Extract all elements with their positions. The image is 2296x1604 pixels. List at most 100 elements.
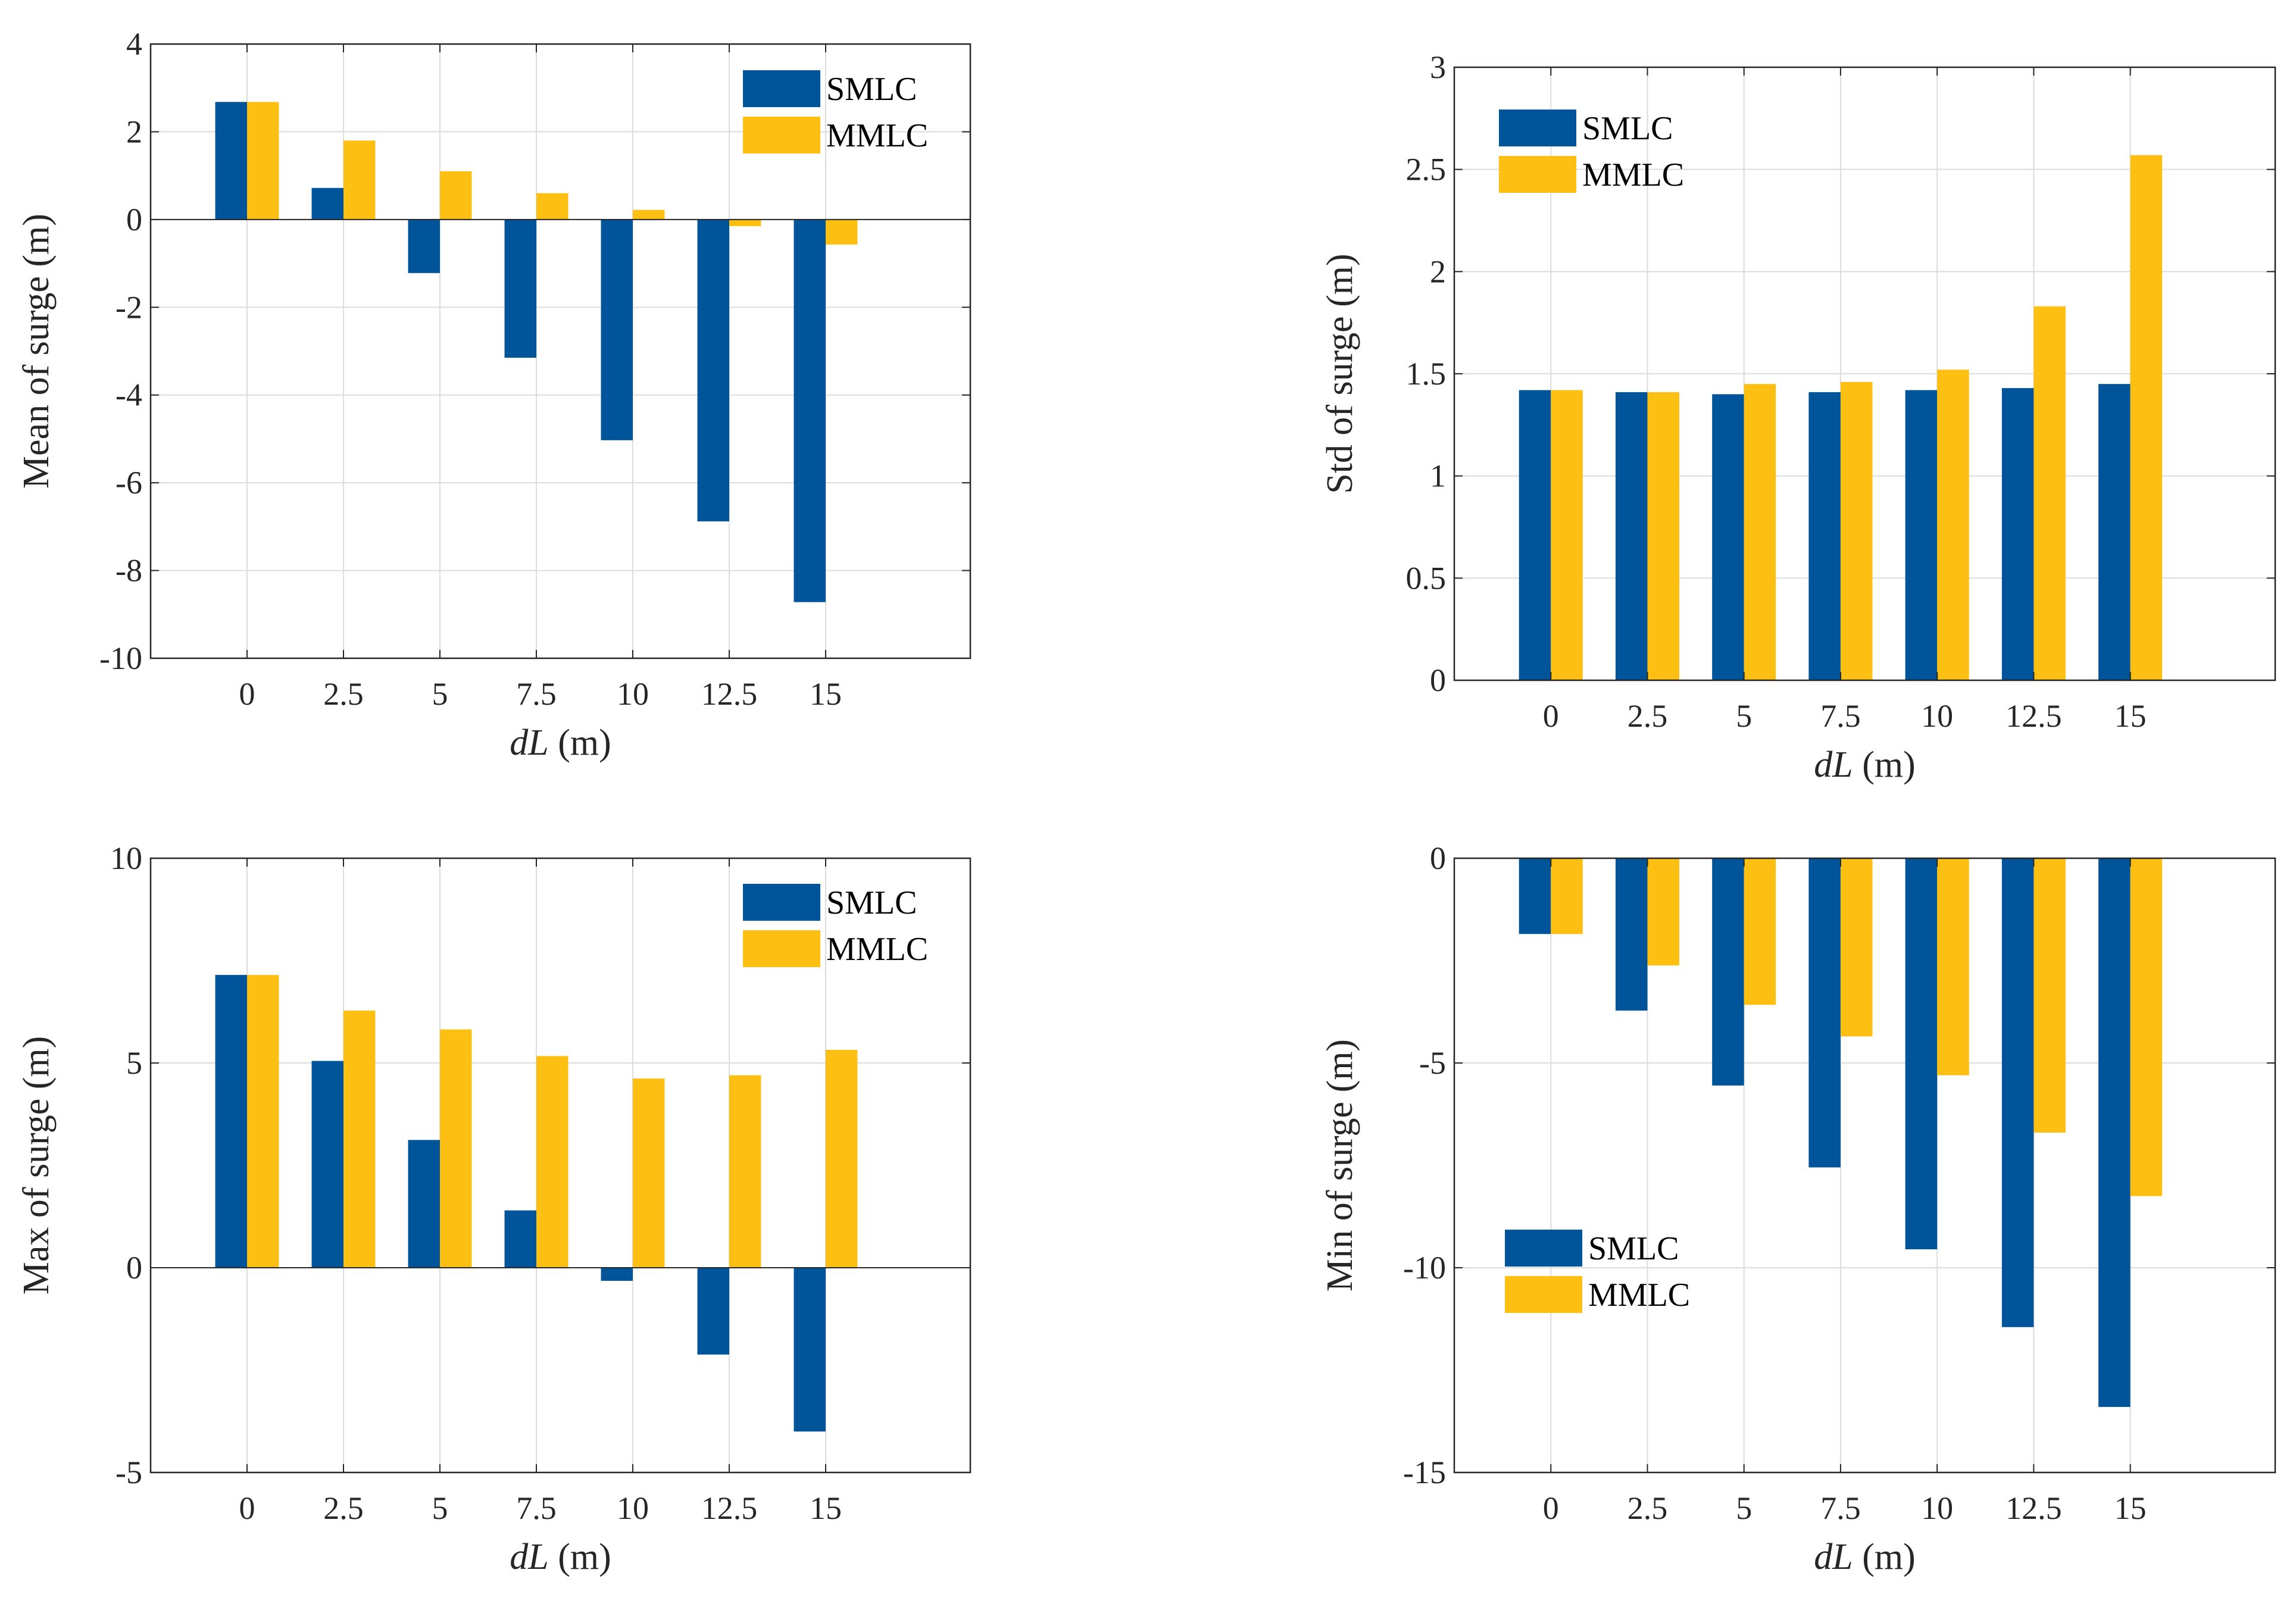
bar-mmlc-5 [2033,306,2066,680]
x-tick-label: 7.5 [1820,1490,1861,1526]
x-tick-label: 15 [810,676,842,712]
legend-swatch-mmlc [1505,1276,1582,1313]
y-tick-label: 1 [1430,458,1446,494]
y-axis-label: Mean of surge (m) [16,214,57,489]
bar-mmlc-4 [633,1078,665,1268]
bar-mmlc-1 [343,140,376,220]
bar-smlc-3 [504,1210,536,1268]
bar-smlc-6 [2098,858,2131,1407]
y-tick-label: 0 [1430,662,1446,698]
y-tick-label: -15 [1403,1455,1446,1490]
bar-smlc-3 [504,219,536,358]
y-tick-label: -10 [99,640,142,676]
bar-mmlc-0 [247,102,279,220]
bar-smlc-6 [794,219,826,602]
legend-label-mmlc: MMLC [826,117,928,154]
x-axis-label: dL (m) [510,1537,611,1577]
bar-mmlc-0 [1551,390,1583,680]
bar-smlc-5 [2001,858,2034,1327]
x-tick-label: 5 [432,676,448,712]
y-tick-label: -8 [115,553,142,589]
x-tick-label: 2.5 [323,1490,364,1526]
legend-label-smlc: SMLC [826,884,917,921]
y-tick-label: 2 [126,114,142,149]
x-tick-label: 12.5 [2006,1490,2062,1526]
x-tick-label: 7.5 [516,676,557,712]
y-tick-label: 5 [126,1045,142,1081]
y-tick-label: 2 [1430,254,1446,289]
x-tick-label: 7.5 [1820,698,1861,734]
x-tick-label: 2.5 [323,676,364,712]
x-tick-label: 15 [810,1490,842,1526]
chart-1: -10 -8 -6 -4 -2 0 2 4 0 2.5 5 7.5 10 12.5 15 dL (m) Mean… [16,26,971,763]
x-axis-label: dL (m) [1814,745,1916,785]
bar-smlc-6 [794,1268,826,1432]
bar-smlc-2 [408,1140,440,1268]
bar-smlc-4 [1905,858,1938,1250]
x-tick-label: 0 [239,676,255,712]
y-tick-label: 0 [1430,840,1446,876]
x-tick-label: 0 [239,1490,255,1526]
bar-mmlc-2 [440,1029,472,1268]
y-tick-label: -10 [1403,1250,1446,1286]
bar-smlc-2 [1712,394,1744,680]
x-tick-label: 10 [1921,1490,1953,1526]
bar-mmlc-2 [440,171,472,220]
bar-smlc-5 [2001,388,2034,680]
legend-label-smlc: SMLC [1582,110,1673,147]
legend: SMLC MMLC [1499,110,1684,193]
y-tick-label: -6 [115,465,142,501]
y-tick-label: -5 [1419,1045,1446,1081]
bar-smlc-4 [601,219,633,440]
y-tick-label: 3 [1430,49,1446,85]
legend: SMLC MMLC [743,70,928,154]
bar-smlc-6 [2098,384,2131,680]
bar-mmlc-5 [729,1075,761,1268]
chart-2: 0 0.5 1 1.5 2 2.5 3 0 2.5 5 7.5 10 12.5 15 dL (m) Std o… [1320,49,2276,785]
x-axis-label-variable: dL [1814,745,1853,785]
bar-smlc-2 [1712,858,1744,1086]
bar-mmlc-1 [1647,392,1680,680]
y-axis-label: Max of surge (m) [16,1036,57,1295]
y-tick-label: 4 [126,26,142,62]
y-axis-label: Std of surge (m) [1320,254,1360,494]
bar-smlc-1 [1615,392,1648,680]
legend-swatch-smlc [1499,110,1576,146]
x-tick-label: 15 [2114,1490,2147,1526]
legend-label-mmlc: MMLC [826,931,928,968]
bar-mmlc-2 [1744,858,1776,1005]
x-tick-label: 12.5 [2006,698,2062,734]
legend-swatch-smlc [743,884,820,921]
bar-smlc-5 [697,219,729,522]
plot-frame [149,857,971,1474]
bar-smlc-3 [1808,858,1841,1168]
bar-smlc-0 [1519,390,1551,680]
plot-frame [149,43,971,659]
bar-mmlc-4 [1937,370,1969,680]
legend: SMLC MMLC [743,884,928,968]
bar-mmlc-0 [247,975,279,1268]
legend-label-smlc: SMLC [1588,1230,1679,1267]
x-tick-label: 7.5 [516,1490,557,1526]
legend-swatch-mmlc [743,117,820,154]
x-tick-label: 10 [617,676,649,712]
chart-3: -5 0 5 10 0 2.5 5 7.5 10 12.5 15 dL (m) Max of surge… [16,840,971,1577]
x-axis-label-unit: (m) [1853,1537,1916,1577]
x-tick-label: 2.5 [1627,1490,1668,1526]
bar-mmlc-5 [729,219,761,226]
bar-mmlc-1 [343,1010,376,1268]
x-axis-label-unit: (m) [1853,745,1916,785]
x-tick-label: 0 [1543,1490,1559,1526]
x-axis-label: dL (m) [1814,1537,1916,1577]
y-tick-label: 10 [110,840,142,876]
bar-smlc-0 [1519,858,1551,934]
chart-4: -15 -10 -5 0 0 2.5 5 7.5 10 12.5 15 dL (m) Min of su… [1320,840,2276,1577]
x-tick-label: 5 [1736,1490,1752,1526]
x-axis-label-variable: dL [510,723,548,763]
x-tick-label: 5 [432,1490,448,1526]
y-tick-label: 0.5 [1406,560,1447,596]
bar-mmlc-0 [1551,858,1583,934]
bar-mmlc-3 [536,1056,568,1268]
bar-mmlc-2 [1744,384,1776,680]
